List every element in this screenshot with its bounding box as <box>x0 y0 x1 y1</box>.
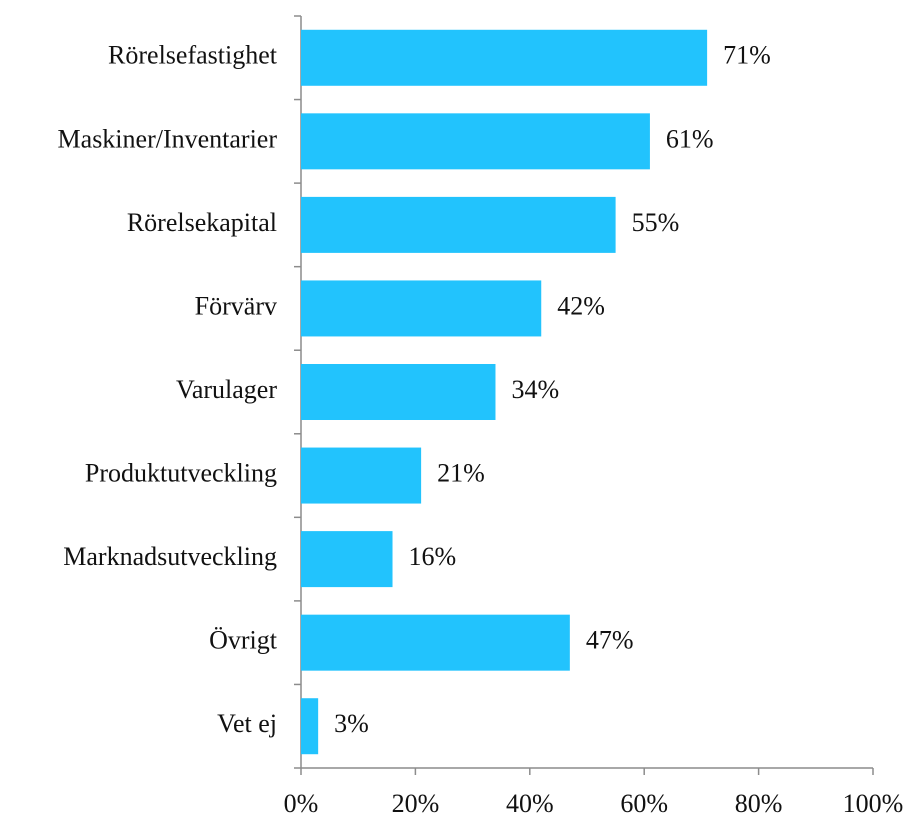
value-label: 71% <box>723 41 771 70</box>
x-tick-label: 80% <box>735 789 783 818</box>
x-tick-label: 60% <box>620 789 668 818</box>
value-label: 21% <box>437 459 485 488</box>
value-label: 42% <box>557 291 605 320</box>
value-label: 47% <box>586 626 634 655</box>
bar <box>301 280 542 337</box>
bar <box>301 364 496 420</box>
y-tick-label: Rörelsekapital <box>127 208 277 237</box>
x-tick-label: 0% <box>284 789 319 818</box>
y-tick-label: Varulager <box>176 375 277 404</box>
bar <box>301 29 708 86</box>
y-tick-label: Rörelsefastighet <box>108 41 278 70</box>
y-tick-label: Produktutveckling <box>85 459 277 488</box>
value-label: 55% <box>632 208 680 237</box>
bar <box>301 447 422 504</box>
x-tick-label: 100% <box>843 789 904 818</box>
bar <box>301 698 319 755</box>
bar <box>301 113 650 170</box>
value-label: 34% <box>511 375 559 404</box>
value-label: 61% <box>666 124 714 153</box>
y-tick-label: Förvärv <box>195 291 277 320</box>
y-tick-label: Övrigt <box>209 626 278 655</box>
x-tick-label: 40% <box>506 789 554 818</box>
bar <box>301 196 616 253</box>
value-label: 16% <box>409 542 457 571</box>
x-tick-label: 20% <box>392 789 440 818</box>
y-tick-label: Vet ej <box>217 709 277 738</box>
y-tick-label: Maskiner/Inventarier <box>58 124 278 153</box>
value-label: 3% <box>334 709 369 738</box>
bar <box>301 531 393 588</box>
bar <box>301 614 570 671</box>
y-tick-label: Marknadsutveckling <box>63 542 277 571</box>
